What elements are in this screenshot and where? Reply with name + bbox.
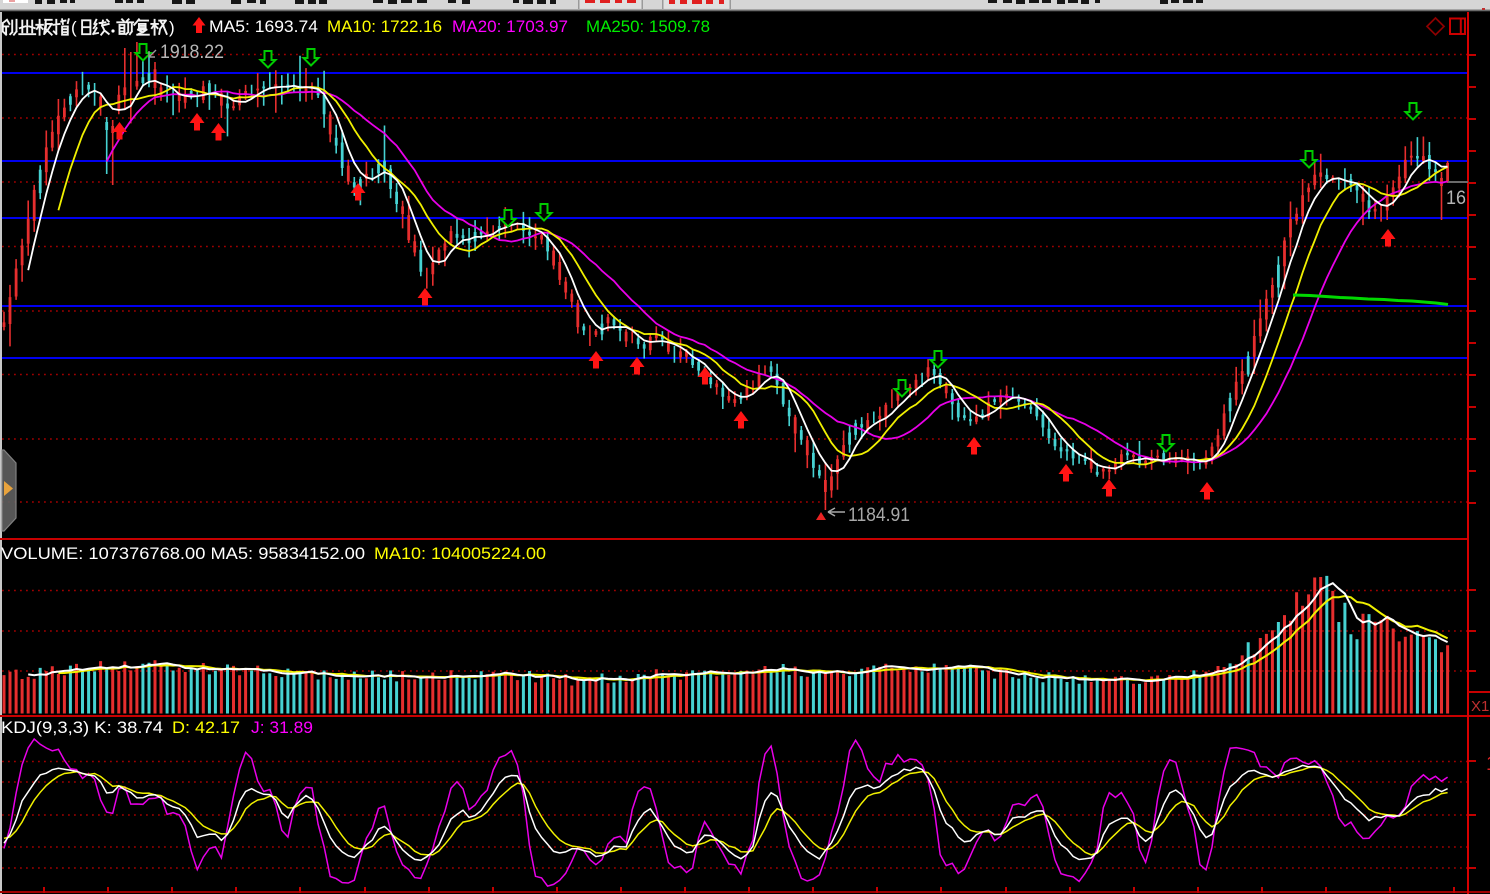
svg-text:MA250: 1509.78: MA250: 1509.78 — [586, 17, 710, 36]
svg-text:MA10: 104005224.00: MA10: 104005224.00 — [374, 544, 546, 563]
svg-text:(: ( — [71, 18, 77, 37]
svg-text:1: 1 — [1486, 753, 1490, 775]
svg-text:X1: X1 — [1471, 698, 1489, 715]
svg-text:MA20: 1703.97: MA20: 1703.97 — [452, 17, 568, 36]
svg-text:MA5: 1693.74: MA5: 1693.74 — [209, 17, 318, 36]
svg-text:D: 42.17: D: 42.17 — [172, 718, 240, 737]
svg-text:KDJ(9,3,3) K: 38.74: KDJ(9,3,3) K: 38.74 — [1, 718, 163, 737]
svg-text:VOLUME: 107376768.00 MA5: 9583: VOLUME: 107376768.00 MA5: 95834152.00 — [1, 544, 365, 563]
svg-text:16: 16 — [1446, 188, 1466, 209]
svg-text:): ) — [169, 18, 175, 37]
svg-text:J: 31.89: J: 31.89 — [251, 718, 313, 737]
svg-text:1184.91: 1184.91 — [848, 505, 910, 526]
svg-text:1918.22: 1918.22 — [160, 42, 224, 63]
svg-text:MA10: 1722.16: MA10: 1722.16 — [327, 17, 442, 36]
